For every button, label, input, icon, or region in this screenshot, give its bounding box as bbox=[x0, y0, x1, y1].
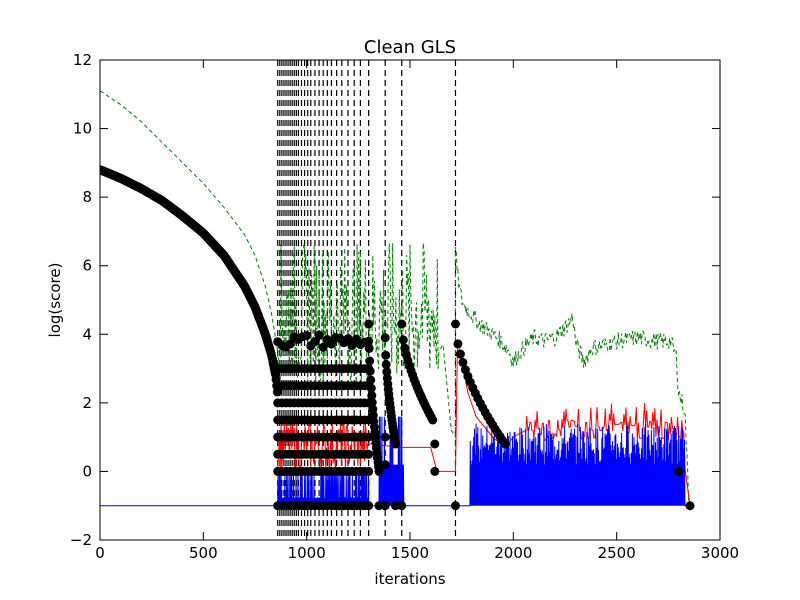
iteration-marker bbox=[391, 439, 400, 449]
iteration-marker bbox=[428, 415, 438, 425]
x-tick-label: 1000 bbox=[288, 544, 326, 562]
y-tick-label: 12 bbox=[73, 51, 92, 69]
iteration-marker bbox=[391, 501, 400, 511]
x-tick-label: 0 bbox=[95, 544, 105, 562]
plot-content bbox=[100, 60, 695, 540]
x-axis-ticks: 0 500 1000 1500 2000 2500 3000 bbox=[95, 60, 739, 562]
iteration-marker bbox=[285, 339, 295, 349]
iteration-marker bbox=[343, 334, 353, 344]
current-score-line bbox=[100, 416, 692, 507]
iteration-marker bbox=[381, 359, 391, 369]
y-tick-label: 8 bbox=[82, 188, 92, 206]
upper-bound-series bbox=[100, 90, 690, 504]
iteration-marker bbox=[364, 343, 374, 353]
iteration-marker bbox=[364, 449, 374, 459]
x-tick-label: 500 bbox=[189, 544, 218, 562]
iteration-marker bbox=[430, 466, 440, 476]
iteration-marker bbox=[347, 340, 357, 350]
y-tick-label: −2 bbox=[70, 531, 92, 549]
x-axis-label: iterations bbox=[374, 570, 445, 588]
y-tick-label: 0 bbox=[82, 462, 92, 480]
iteration-marker bbox=[367, 398, 377, 407]
iteration-marker bbox=[302, 331, 312, 341]
iteration-marker bbox=[380, 501, 390, 511]
iteration-marker bbox=[367, 391, 377, 401]
iteration-marker bbox=[451, 319, 460, 329]
iteration-marker bbox=[327, 339, 336, 349]
iteration-marker bbox=[397, 319, 407, 329]
iteration-marker bbox=[310, 337, 320, 347]
iteration-marker bbox=[364, 336, 374, 346]
iteration-marker bbox=[674, 466, 684, 476]
y-tick-label: 2 bbox=[82, 394, 92, 412]
best-score-line bbox=[277, 341, 691, 506]
iteration-marker bbox=[381, 350, 391, 360]
iteration-marker bbox=[374, 501, 384, 511]
y-axis-label: log(score) bbox=[46, 263, 64, 338]
x-tick-label: 2000 bbox=[494, 544, 532, 562]
iteration-marker bbox=[397, 501, 407, 511]
iteration-marker bbox=[455, 349, 465, 359]
current-score-series bbox=[100, 416, 692, 507]
chart-title: Clean GLS bbox=[364, 37, 456, 58]
iteration-marker bbox=[380, 460, 390, 470]
y-tick-label: 6 bbox=[82, 257, 92, 275]
x-tick-label: 3000 bbox=[701, 544, 739, 562]
iteration-marker bbox=[500, 439, 510, 449]
iteration-marker bbox=[364, 432, 374, 442]
iteration-marker bbox=[318, 342, 328, 352]
iteration-markers bbox=[100, 165, 695, 511]
upper-bound-line bbox=[100, 90, 690, 504]
iteration-marker bbox=[366, 375, 376, 385]
x-tick-label: 2500 bbox=[598, 544, 636, 562]
y-axis-ticks: −2 0 2 4 6 8 10 12 bbox=[70, 51, 720, 549]
iteration-marker bbox=[366, 383, 376, 393]
iteration-marker bbox=[314, 330, 324, 340]
iteration-marker bbox=[430, 439, 440, 449]
iteration-marker bbox=[451, 501, 460, 511]
iteration-marker bbox=[398, 335, 408, 345]
iteration-marker bbox=[453, 339, 463, 349]
iteration-marker bbox=[380, 432, 390, 442]
iteration-marker bbox=[364, 466, 374, 476]
best-score-series bbox=[277, 341, 691, 506]
iteration-marker bbox=[365, 366, 375, 376]
iteration-marker bbox=[374, 466, 384, 476]
x-tick-label: 1500 bbox=[391, 544, 429, 562]
y-tick-label: 4 bbox=[82, 325, 92, 343]
iteration-marker bbox=[685, 501, 695, 511]
iteration-marker bbox=[382, 367, 392, 377]
iteration-marker bbox=[364, 501, 374, 511]
iteration-marker bbox=[458, 357, 468, 367]
iteration-marker bbox=[365, 356, 375, 366]
y-tick-label: 10 bbox=[73, 120, 92, 138]
iteration-marker bbox=[380, 333, 390, 343]
iteration-marker bbox=[364, 319, 374, 329]
